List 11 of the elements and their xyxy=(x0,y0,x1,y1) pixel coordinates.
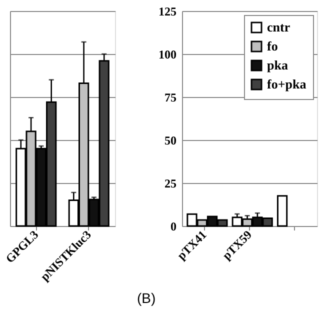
text: (B) xyxy=(137,290,156,306)
y-tick-label: 25 xyxy=(164,176,176,190)
y-tick-label: 50 xyxy=(164,134,176,148)
legend-label: pka xyxy=(267,58,288,72)
y-tick-label: 75 xyxy=(164,90,176,104)
y-tick-label: 0 xyxy=(170,220,176,234)
y-tick-label: 125 xyxy=(158,4,176,18)
legend-label: cntr xyxy=(267,20,290,34)
legend-label: fo xyxy=(267,38,278,54)
legend-label: fo+pka xyxy=(267,76,307,92)
y-tick-label: 100 xyxy=(158,48,176,62)
